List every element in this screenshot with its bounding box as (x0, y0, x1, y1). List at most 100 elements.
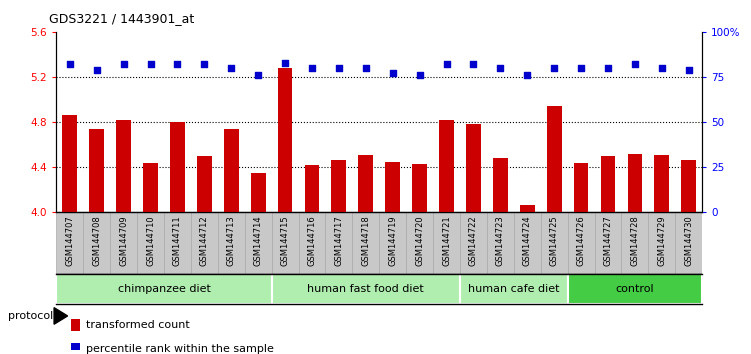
Bar (439, 120, 454, 212)
Bar (331, 160, 346, 212)
Point (118, 62, 130, 67)
Text: GSM144727: GSM144727 (604, 216, 613, 266)
Bar (299, 212, 325, 274)
Bar (137, 212, 164, 274)
Bar (433, 212, 460, 274)
Bar (493, 158, 508, 212)
Bar (71, 319, 80, 331)
Bar (272, 274, 460, 304)
Bar (56, 212, 83, 274)
Bar (116, 120, 131, 212)
Text: GSM144728: GSM144728 (630, 216, 639, 266)
Bar (622, 212, 648, 274)
Bar (352, 212, 379, 274)
Bar (601, 156, 615, 212)
Text: GSM144729: GSM144729 (657, 216, 666, 266)
Text: percentile rank within the sample: percentile rank within the sample (86, 344, 274, 354)
Text: chimpanzee diet: chimpanzee diet (117, 284, 210, 295)
Bar (574, 163, 589, 212)
Text: GSM144725: GSM144725 (550, 216, 559, 266)
Bar (520, 205, 535, 212)
Bar (325, 212, 352, 274)
Bar (595, 212, 622, 274)
Text: GSM144713: GSM144713 (227, 216, 236, 266)
Text: GSM144708: GSM144708 (92, 216, 101, 266)
Bar (460, 274, 568, 304)
Point (414, 72, 426, 78)
Point (360, 65, 372, 71)
Text: GSM144721: GSM144721 (442, 216, 451, 266)
Bar (56, 274, 272, 304)
Bar (675, 212, 702, 274)
Point (198, 62, 210, 67)
Bar (83, 212, 110, 274)
Point (64, 62, 76, 67)
Bar (654, 155, 669, 212)
Bar (681, 160, 696, 212)
Bar (71, 343, 80, 354)
Text: protocol: protocol (8, 311, 53, 321)
Bar (406, 212, 433, 274)
Bar (245, 212, 272, 274)
Bar (568, 274, 702, 304)
Point (683, 67, 695, 73)
Point (387, 70, 399, 76)
Bar (218, 212, 245, 274)
Text: GSM144715: GSM144715 (281, 216, 290, 266)
Text: GSM144720: GSM144720 (415, 216, 424, 266)
Text: GSM144730: GSM144730 (684, 216, 693, 266)
Bar (143, 163, 158, 212)
Point (467, 62, 479, 67)
Point (494, 65, 506, 71)
Bar (197, 156, 212, 212)
Text: GSM144718: GSM144718 (361, 216, 370, 266)
Point (144, 62, 156, 67)
Bar (460, 212, 487, 274)
Bar (110, 212, 137, 274)
Text: GSM144709: GSM144709 (119, 216, 128, 266)
Bar (412, 164, 427, 212)
Bar (568, 212, 595, 274)
Text: GSM144710: GSM144710 (146, 216, 155, 266)
Text: GSM144724: GSM144724 (523, 216, 532, 266)
Text: control: control (616, 284, 654, 295)
Bar (251, 173, 266, 212)
Point (171, 62, 183, 67)
Bar (164, 212, 191, 274)
Text: GSM144712: GSM144712 (200, 216, 209, 266)
Bar (358, 155, 373, 212)
Bar (541, 212, 568, 274)
Text: GSM144723: GSM144723 (496, 216, 505, 266)
Text: GSM144714: GSM144714 (254, 216, 263, 266)
Text: GSM144726: GSM144726 (577, 216, 586, 266)
Bar (547, 106, 562, 212)
Bar (466, 124, 481, 212)
Bar (628, 154, 642, 212)
Bar (89, 129, 104, 212)
Bar (648, 212, 675, 274)
Text: GSM144719: GSM144719 (388, 216, 397, 266)
Bar (224, 129, 239, 212)
Point (279, 60, 291, 65)
Point (91, 67, 103, 73)
Bar (487, 212, 514, 274)
Bar (514, 212, 541, 274)
Bar (379, 212, 406, 274)
Bar (305, 165, 319, 212)
Text: GSM144716: GSM144716 (307, 216, 316, 266)
Text: GSM144711: GSM144711 (173, 216, 182, 266)
Text: GSM144722: GSM144722 (469, 216, 478, 266)
Bar (272, 212, 299, 274)
Bar (278, 68, 292, 212)
Text: human fast food diet: human fast food diet (307, 284, 424, 295)
Text: GDS3221 / 1443901_at: GDS3221 / 1443901_at (49, 12, 194, 25)
Point (656, 65, 668, 71)
Point (333, 65, 345, 71)
Bar (191, 212, 218, 274)
Point (602, 65, 614, 71)
Point (441, 62, 453, 67)
Point (521, 72, 533, 78)
Bar (170, 122, 185, 212)
Bar (385, 162, 400, 212)
Text: transformed count: transformed count (86, 320, 190, 330)
